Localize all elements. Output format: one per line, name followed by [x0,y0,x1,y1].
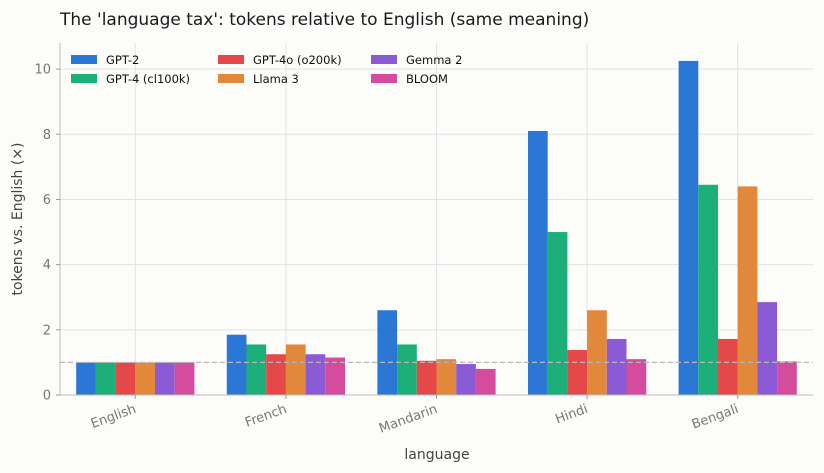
y-tick-label: 6 [43,193,51,208]
legend: GPT-2 GPT-4 (cl100k) GPT-4o (o200k) Llama 3… [71,53,462,86]
bar [606,338,627,395]
y-tick-label: 4 [43,258,51,273]
y-ticks: 0 2 4 6 8 10 [34,63,60,404]
legend-label: GPT-4 (cl100k) [106,72,190,86]
legend-swatch [71,55,97,64]
x-axis-label: language [404,447,469,463]
y-tick-label: 8 [43,128,51,143]
legend-label: GPT-2 [106,53,139,67]
x-tick-label: Bengali [690,402,741,433]
legend-label: Llama 3 [253,72,299,86]
bar [777,361,797,395]
y-tick-label: 0 [43,389,51,404]
bar [135,362,156,395]
legend-swatch [371,55,397,64]
bars [76,60,797,395]
bar [698,184,718,395]
bar [547,232,568,395]
y-tick-label: 2 [43,323,51,338]
bar [174,362,195,395]
bar [626,359,647,395]
bar [76,362,96,395]
y-tick-label: 10 [34,63,51,78]
bar [587,310,607,395]
legend-label: Gemma 2 [406,53,462,67]
x-tick-label: English [89,402,138,432]
bar [527,131,548,395]
bar [325,357,346,395]
chart-title: The 'language tax': tokens relative to E… [59,10,589,30]
bar [305,354,326,395]
legend-label: BLOOM [406,72,448,86]
y-axis-label: tokens vs. English (×) [10,142,26,295]
legend-swatch [218,74,244,83]
legend-swatch [371,74,397,83]
bar [266,354,286,395]
legend-swatch [218,55,244,64]
bar [757,302,778,395]
bar [226,334,247,395]
bar [567,350,588,395]
bar [416,360,437,395]
bar [436,359,457,395]
bar [475,368,496,395]
x-tick-label: French [243,402,289,431]
bar [246,344,267,395]
bar [717,338,738,395]
bar [285,344,306,395]
x-tick-label: Hindi [553,402,590,428]
legend-swatch [71,74,97,83]
bar [456,364,476,395]
x-ticks: English French Mandarin Hindi Bengali [89,395,741,437]
bar [155,362,175,395]
bar [95,362,116,395]
legend-label: GPT-4o (o200k) [253,53,342,67]
bar [377,310,398,395]
bar [678,60,699,395]
bar [397,344,417,395]
bar [737,186,758,395]
x-tick-label: Mandarin [377,402,439,437]
bar [115,362,136,395]
